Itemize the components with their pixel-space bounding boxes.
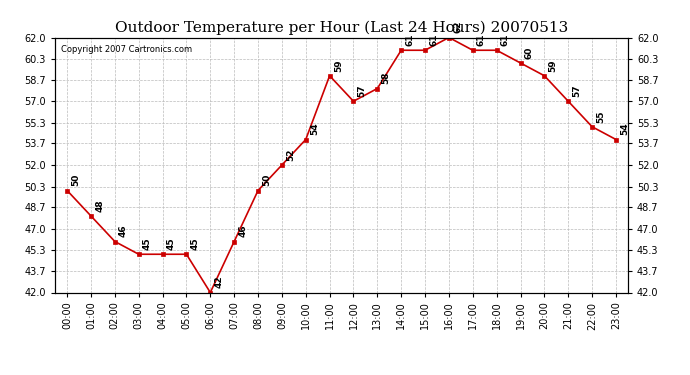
Text: 59: 59 bbox=[549, 59, 558, 72]
Text: 55: 55 bbox=[596, 110, 605, 123]
Text: 46: 46 bbox=[119, 225, 128, 237]
Text: 42: 42 bbox=[215, 276, 224, 288]
Text: 57: 57 bbox=[573, 84, 582, 97]
Text: 50: 50 bbox=[71, 174, 80, 186]
Text: 46: 46 bbox=[238, 225, 247, 237]
Text: 61: 61 bbox=[501, 34, 510, 46]
Text: 45: 45 bbox=[167, 237, 176, 250]
Text: 45: 45 bbox=[143, 237, 152, 250]
Text: 61: 61 bbox=[405, 34, 415, 46]
Text: 58: 58 bbox=[382, 72, 391, 84]
Text: 61: 61 bbox=[429, 34, 438, 46]
Text: 52: 52 bbox=[286, 148, 295, 161]
Text: 45: 45 bbox=[190, 237, 199, 250]
Text: 54: 54 bbox=[620, 123, 629, 135]
Title: Outdoor Temperature per Hour (Last 24 Hours) 20070513: Outdoor Temperature per Hour (Last 24 Ho… bbox=[115, 21, 568, 35]
Text: 48: 48 bbox=[95, 199, 104, 212]
Text: 54: 54 bbox=[310, 123, 319, 135]
Text: 50: 50 bbox=[262, 174, 271, 186]
Text: Copyright 2007 Cartronics.com: Copyright 2007 Cartronics.com bbox=[61, 45, 192, 54]
Text: 60: 60 bbox=[524, 46, 533, 59]
Text: 61: 61 bbox=[477, 34, 486, 46]
Text: 57: 57 bbox=[357, 84, 366, 97]
Text: 59: 59 bbox=[334, 59, 343, 72]
Text: 62: 62 bbox=[453, 21, 462, 33]
